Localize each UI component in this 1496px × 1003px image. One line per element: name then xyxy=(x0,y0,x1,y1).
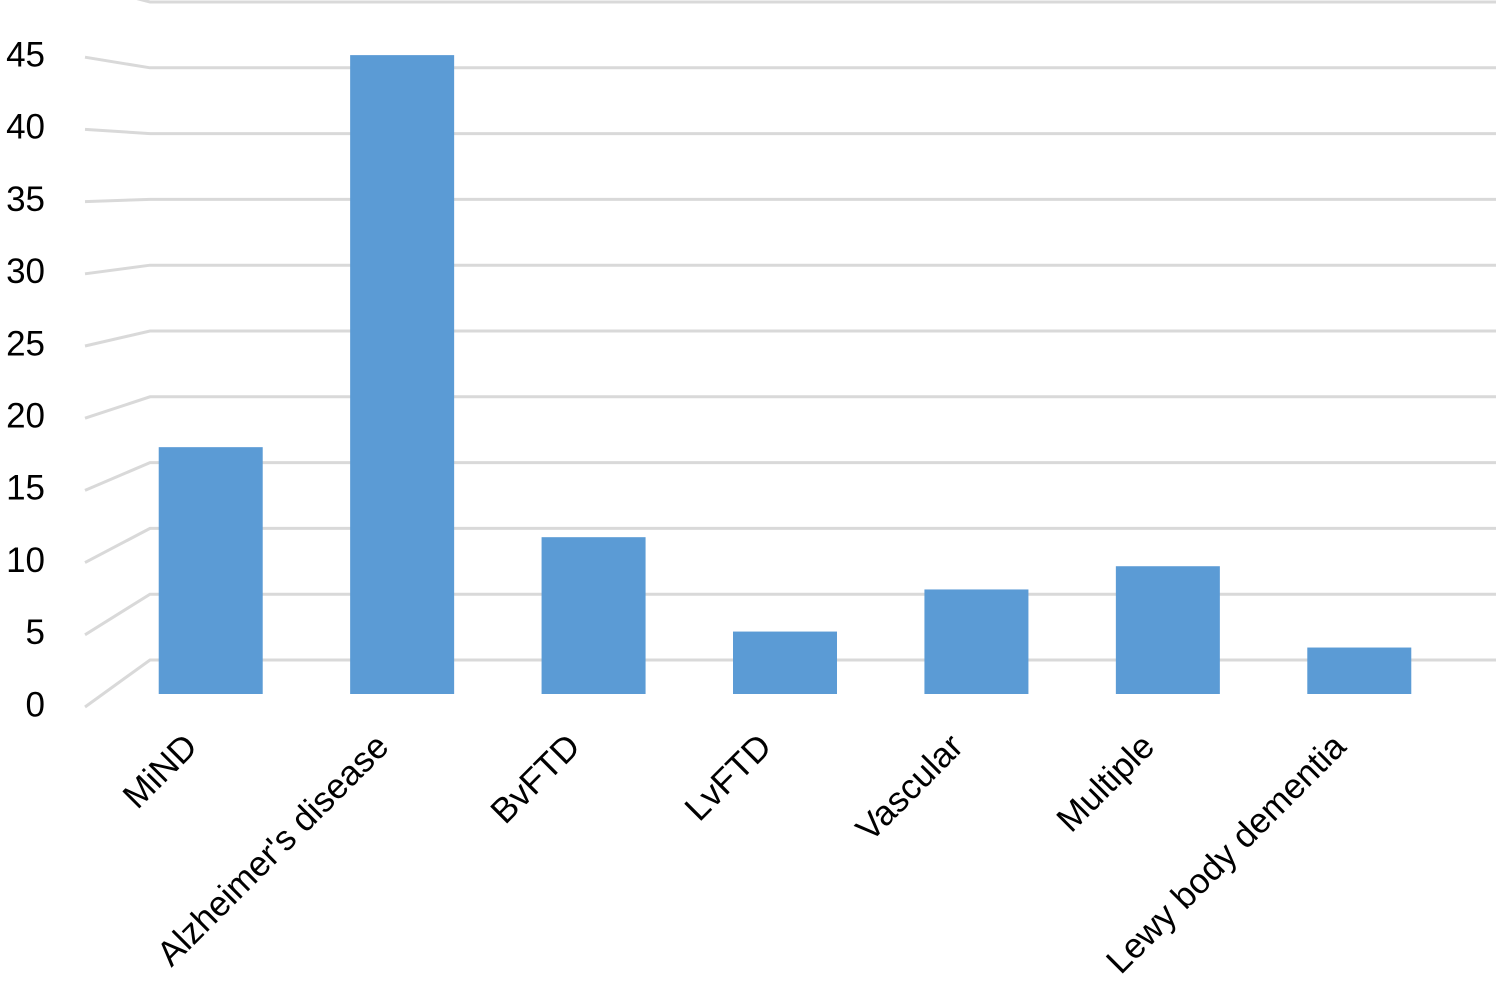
grid-line xyxy=(84,197,1496,204)
grid-line xyxy=(84,329,1496,348)
y-tick-label: 5 xyxy=(26,613,45,652)
bar xyxy=(733,631,837,694)
grid-line xyxy=(84,658,1496,709)
grid-line xyxy=(84,526,1496,564)
bar xyxy=(924,589,1029,694)
y-tick-label: 35 xyxy=(6,180,45,219)
bar xyxy=(541,537,646,694)
y-tick-label: 40 xyxy=(6,108,45,147)
grid-line xyxy=(84,127,1496,136)
y-tick-label: 20 xyxy=(6,396,45,435)
grid-line xyxy=(136,0,1496,4)
x-tick-label: BvFTD xyxy=(483,727,588,832)
x-tick-label: MiND xyxy=(115,727,204,816)
grid-line xyxy=(84,263,1496,276)
bar xyxy=(1307,647,1412,694)
x-tick-label: Multiple xyxy=(1049,727,1162,840)
y-tick-label: 10 xyxy=(6,541,45,580)
x-tick-label: LvFTD xyxy=(677,727,779,829)
grid-line xyxy=(84,592,1496,637)
y-tick-label: 45 xyxy=(6,35,45,74)
bar xyxy=(158,447,263,694)
x-tick-label: Vascular xyxy=(849,726,971,848)
y-tick-label: 15 xyxy=(6,469,45,508)
y-tick-label: 25 xyxy=(6,324,45,363)
y-tick-label: 0 xyxy=(26,685,45,724)
bar xyxy=(350,55,455,695)
grid-line xyxy=(84,461,1496,492)
grid-line xyxy=(84,55,1496,70)
y-tick-label: 30 xyxy=(6,252,45,291)
grid-line xyxy=(84,395,1496,420)
bar xyxy=(1115,566,1220,694)
